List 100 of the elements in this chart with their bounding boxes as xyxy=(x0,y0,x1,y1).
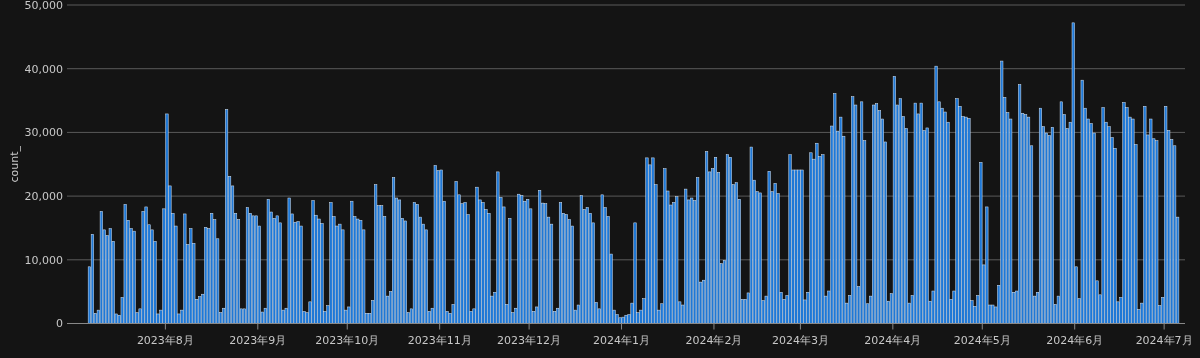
bar xyxy=(374,184,378,324)
bar xyxy=(1155,140,1159,324)
bar xyxy=(714,156,718,324)
bar xyxy=(1122,102,1126,324)
bar xyxy=(275,215,279,324)
bar xyxy=(144,206,148,324)
bar xyxy=(663,168,667,324)
bar xyxy=(132,230,136,324)
bar xyxy=(392,177,396,324)
bar xyxy=(943,111,947,324)
bar xyxy=(254,215,258,324)
bar xyxy=(520,195,524,324)
bar xyxy=(538,190,542,324)
bar xyxy=(934,65,938,324)
x-tick-label: 2024年7月 xyxy=(1135,333,1193,347)
bar xyxy=(481,202,485,324)
bar xyxy=(1149,118,1153,324)
bar xyxy=(651,157,655,324)
bar xyxy=(245,207,249,324)
bar xyxy=(1038,107,1042,324)
x-tick-label: 2024年2月 xyxy=(685,333,743,347)
y-tick-label: 0 xyxy=(56,317,63,331)
bar xyxy=(317,218,321,324)
bar xyxy=(204,227,208,324)
bar xyxy=(350,200,354,324)
bar xyxy=(985,206,989,324)
x-tick-label: 2024年3月 xyxy=(771,333,829,347)
bar xyxy=(705,151,709,324)
bar xyxy=(767,171,771,324)
bar xyxy=(1071,22,1075,324)
bar xyxy=(758,192,762,324)
bar xyxy=(266,199,270,324)
bar xyxy=(380,205,384,324)
bar xyxy=(359,220,363,324)
bar xyxy=(800,169,804,324)
x-tick-label: 2023年11月 xyxy=(407,333,472,347)
y-tick-label: 20,000 xyxy=(24,189,63,203)
bar xyxy=(851,96,855,324)
bar xyxy=(311,200,315,324)
bar xyxy=(544,203,548,324)
bar xyxy=(1101,107,1105,324)
bar xyxy=(794,169,798,324)
bar xyxy=(579,195,583,324)
x-tick-label: 2024年4月 xyxy=(864,333,922,347)
bar xyxy=(123,204,127,324)
bar xyxy=(788,154,792,324)
bar xyxy=(991,304,995,324)
bar xyxy=(415,204,419,324)
bar xyxy=(979,162,983,324)
bar xyxy=(90,234,94,324)
bar xyxy=(198,296,202,324)
bar xyxy=(955,98,959,324)
bar xyxy=(898,98,902,324)
bar xyxy=(225,109,229,324)
bar xyxy=(833,93,837,324)
bar xyxy=(645,157,649,324)
bar xyxy=(1164,106,1168,324)
x-tick-label: 2024年1月 xyxy=(593,333,651,347)
bar xyxy=(749,146,753,324)
bar xyxy=(624,314,628,324)
bar xyxy=(496,171,500,324)
bar xyxy=(809,152,813,324)
bar xyxy=(815,142,819,324)
bar xyxy=(403,220,407,324)
bar xyxy=(925,127,929,324)
bar xyxy=(338,223,342,324)
bar xyxy=(287,197,291,324)
bar xyxy=(558,202,562,324)
bar xyxy=(397,199,402,324)
bar xyxy=(526,199,530,324)
bar xyxy=(356,218,360,324)
bar xyxy=(773,183,777,324)
bar xyxy=(564,214,568,324)
bar xyxy=(913,102,917,324)
x-tick-label: 2024年6月 xyxy=(1046,333,1104,347)
bar xyxy=(967,118,971,324)
bar xyxy=(734,182,738,324)
bar xyxy=(1131,118,1135,324)
bar xyxy=(633,222,637,324)
bar xyxy=(797,169,801,324)
bar xyxy=(1107,126,1111,324)
bar xyxy=(475,186,479,324)
y-tick-label: 50,000 xyxy=(24,0,63,12)
bar xyxy=(508,218,512,324)
bar xyxy=(821,154,825,324)
bar xyxy=(99,211,103,324)
bar xyxy=(1050,127,1054,324)
bar xyxy=(183,213,187,324)
y-tick-label: 30,000 xyxy=(24,126,63,140)
bar xyxy=(1024,114,1028,324)
bar xyxy=(618,317,622,324)
x-tick-label: 2024年5月 xyxy=(953,333,1011,347)
y-axis-title: count_ xyxy=(8,145,21,183)
x-tick-label: 2023年12月 xyxy=(497,333,562,347)
bar xyxy=(919,102,923,324)
bar xyxy=(621,316,625,324)
bar xyxy=(600,194,604,324)
bar xyxy=(412,202,416,324)
bar xyxy=(1143,106,1147,324)
bar xyxy=(1018,84,1022,324)
